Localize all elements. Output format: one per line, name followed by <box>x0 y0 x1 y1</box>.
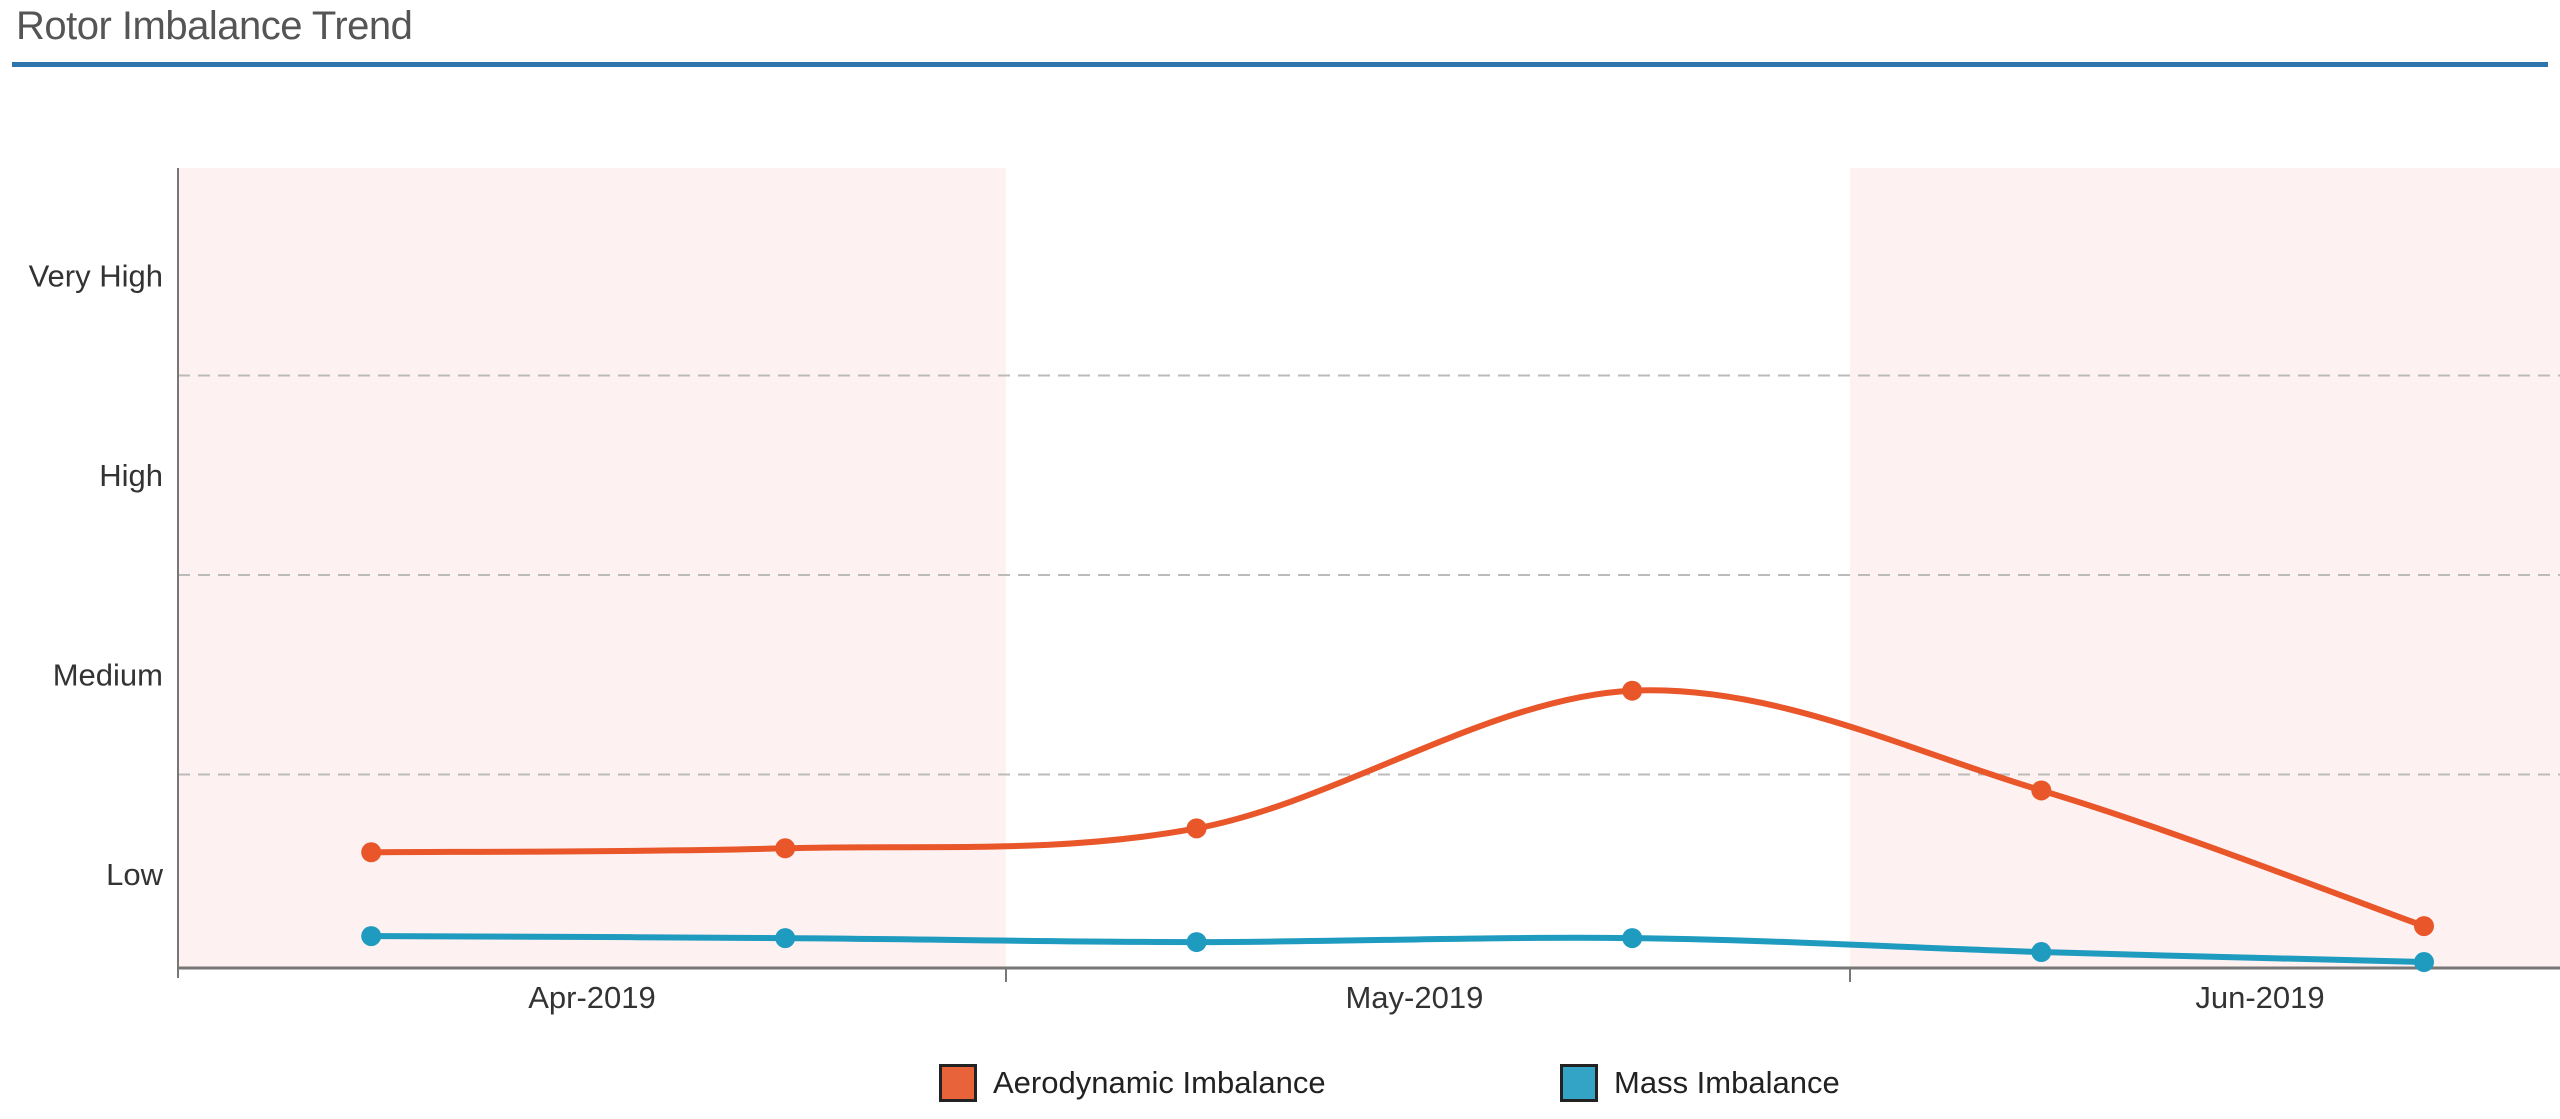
chart-title: Rotor Imbalance Trend <box>16 4 413 48</box>
data-point-aerodynamic <box>2414 916 2434 937</box>
data-point-mass <box>1186 932 1207 953</box>
y-tick-label: Low <box>106 857 163 892</box>
data-point-aerodynamic <box>2031 780 2052 801</box>
data-point-mass <box>1622 928 1643 949</box>
legend-swatch-mass <box>1560 1064 1598 1102</box>
x-tick-label: Jun-2019 <box>2195 980 2324 1015</box>
title-underline <box>12 62 2548 67</box>
data-point-aerodynamic <box>1186 818 1207 839</box>
shaded-period <box>178 168 1006 968</box>
legend-label: Aerodynamic Imbalance <box>993 1065 1326 1100</box>
shaded-period <box>1850 168 2560 968</box>
legend-item-mass[interactable]: Mass Imbalance <box>1560 1064 1840 1102</box>
y-tick-label: Medium <box>53 658 163 693</box>
legend-label: Mass Imbalance <box>1614 1065 1840 1100</box>
legend-swatch-aerodynamic <box>939 1064 977 1102</box>
series-line-mass <box>371 933 2425 966</box>
legend: Aerodynamic Imbalance Mass Imbalance <box>0 1064 2560 1108</box>
y-tick-label: Very High <box>29 259 163 294</box>
legend-item-aerodynamic[interactable]: Aerodynamic Imbalance <box>939 1064 1326 1102</box>
x-tick-label: Apr-2019 <box>528 980 656 1015</box>
data-point-aerodynamic <box>1622 680 1643 701</box>
y-tick-label: High <box>99 458 163 493</box>
data-point-aerodynamic <box>775 838 796 859</box>
data-point-mass <box>361 926 382 947</box>
series-line-aerodynamic <box>371 687 2426 929</box>
x-tick-label: May-2019 <box>1345 980 1483 1015</box>
data-point-mass <box>2031 942 2052 963</box>
data-point-aerodynamic <box>361 842 382 863</box>
data-point-mass <box>775 928 796 949</box>
data-point-mass <box>2414 952 2434 973</box>
